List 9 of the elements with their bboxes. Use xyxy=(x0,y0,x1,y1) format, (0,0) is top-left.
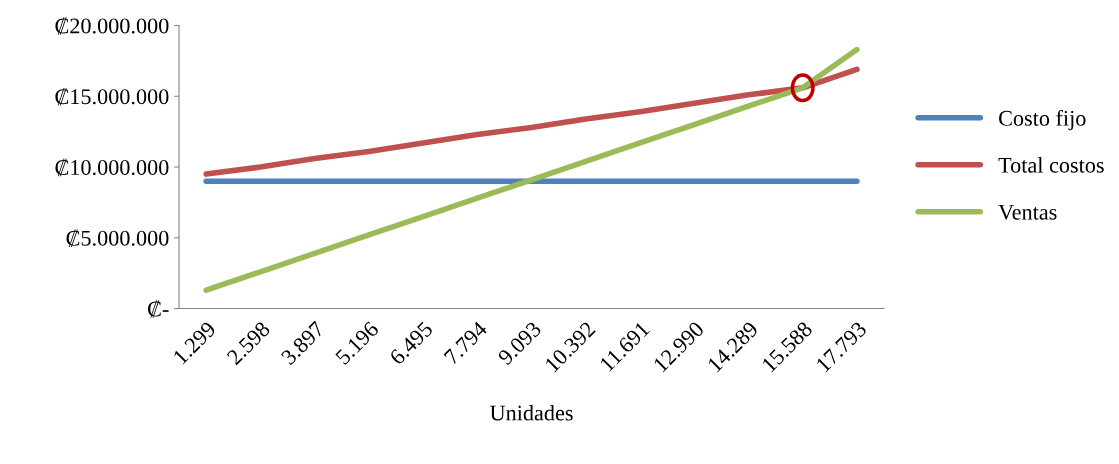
y-tick-label: ₡10.000.000 xyxy=(55,158,169,177)
y-tick-label: ₡- xyxy=(148,300,169,318)
x-axis-title: Unidades xyxy=(490,404,573,421)
legend-label: Total costos xyxy=(998,157,1104,173)
legend-label: Costo fijo xyxy=(999,109,1086,131)
y-tick-label: ₡20.000.000 xyxy=(55,17,169,35)
legend-label: Ventas xyxy=(998,204,1057,220)
y-tick-label: ₡15.000.000 xyxy=(55,87,169,106)
y-tick-label: ₡5.000.000 xyxy=(66,229,169,247)
